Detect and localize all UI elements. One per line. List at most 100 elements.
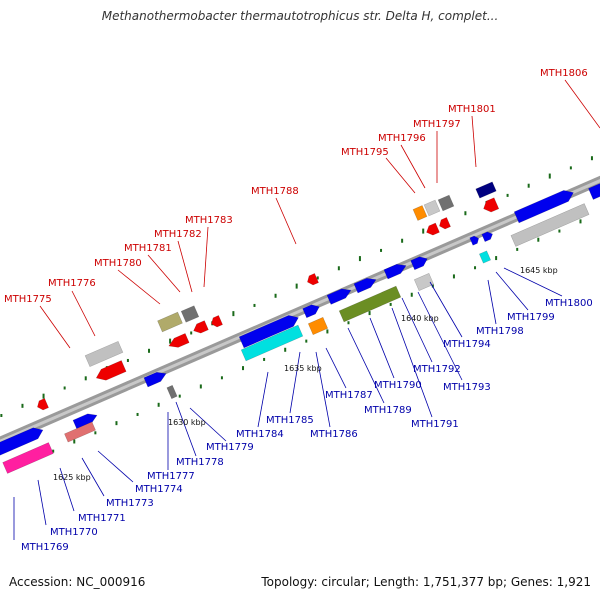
gene-label-mth1779[interactable]: MTH1779 bbox=[206, 442, 254, 453]
leader-line bbox=[275, 197, 297, 245]
gene-label-mth1786[interactable]: MTH1786 bbox=[310, 429, 358, 440]
gc-dot bbox=[474, 266, 477, 270]
gene-label-mth1778[interactable]: MTH1778 bbox=[176, 457, 224, 468]
gene-label-mth1792[interactable]: MTH1792 bbox=[413, 364, 461, 375]
leader-line bbox=[429, 281, 463, 338]
leader-line bbox=[117, 269, 161, 305]
gc-dot bbox=[148, 348, 151, 353]
gene-label-mth1793[interactable]: MTH1793 bbox=[443, 382, 491, 393]
gene-feature bbox=[481, 231, 493, 242]
gene-label-mth1788[interactable]: MTH1788 bbox=[251, 186, 299, 197]
gc-dot bbox=[590, 156, 593, 161]
gene-block bbox=[437, 194, 455, 212]
gene-feature bbox=[193, 320, 209, 334]
gene-arrow bbox=[426, 222, 440, 236]
gene-label-mth1794[interactable]: MTH1794 bbox=[443, 339, 491, 350]
gene-block bbox=[180, 305, 200, 323]
gene-feature bbox=[413, 272, 435, 292]
gene-label-mth1800[interactable]: MTH1800 bbox=[545, 298, 593, 309]
gene-feature bbox=[338, 285, 402, 323]
gene-label-mth1782[interactable]: MTH1782 bbox=[154, 229, 202, 240]
gene-label-mth1771[interactable]: MTH1771 bbox=[78, 513, 126, 524]
gc-dot bbox=[389, 302, 392, 306]
gene-feature bbox=[0, 427, 44, 456]
gc-dot bbox=[548, 173, 551, 179]
gene-feature bbox=[166, 384, 178, 400]
gene-label-mth1784[interactable]: MTH1784 bbox=[236, 429, 284, 440]
leader-line bbox=[81, 457, 105, 497]
gene-label-mth1775[interactable]: MTH1775 bbox=[4, 294, 52, 305]
gene-feature bbox=[307, 273, 319, 286]
leader-line bbox=[471, 115, 477, 168]
gene-block bbox=[240, 324, 304, 362]
gene-label-mth1780[interactable]: MTH1780 bbox=[94, 258, 142, 269]
leader-line bbox=[503, 267, 563, 297]
gene-label-mth1774[interactable]: MTH1774 bbox=[135, 484, 183, 495]
upper-labels: MTH1775 MTH1776 MTH1780 MTH1781 MTH1782 … bbox=[4, 68, 588, 305]
gene-label-mth1806[interactable]: MTH1806 bbox=[540, 68, 588, 79]
gene-arrow bbox=[439, 217, 451, 230]
gc-dot bbox=[464, 211, 467, 216]
gene-arrow bbox=[0, 427, 44, 456]
gene-arrow bbox=[95, 360, 127, 381]
gene-arrow bbox=[481, 231, 493, 242]
gene-block bbox=[64, 421, 96, 443]
gene-arrow bbox=[307, 273, 319, 286]
gene-block bbox=[412, 205, 428, 221]
gene-block bbox=[413, 272, 435, 292]
leader-line bbox=[495, 271, 529, 311]
gene-label-mth1798[interactable]: MTH1798 bbox=[476, 326, 524, 337]
gene-block bbox=[166, 384, 178, 400]
genome-backbone bbox=[0, 175, 600, 447]
gc-dot bbox=[52, 449, 55, 453]
gene-arrow bbox=[588, 183, 600, 200]
gene-feature bbox=[510, 203, 590, 247]
map-title: Methanothermobacter thermautotrophicus s… bbox=[101, 9, 499, 23]
gene-feature bbox=[64, 421, 96, 443]
gene-feature bbox=[95, 360, 127, 381]
leader-line bbox=[325, 347, 347, 389]
gene-label-mth1770[interactable]: MTH1770 bbox=[50, 527, 98, 538]
gene-label-mth1776[interactable]: MTH1776 bbox=[48, 278, 96, 289]
gene-feature bbox=[84, 340, 124, 368]
gc-dot bbox=[305, 339, 308, 343]
leader-line bbox=[97, 450, 134, 483]
leader-line bbox=[257, 371, 269, 428]
gene-arrow bbox=[326, 288, 352, 305]
gene-label-mth1791[interactable]: MTH1791 bbox=[411, 419, 459, 430]
gene-label-mth1781[interactable]: MTH1781 bbox=[124, 243, 172, 254]
gene-label-mth1797[interactable]: MTH1797 bbox=[413, 119, 461, 130]
gene-label-mth1799[interactable]: MTH1799 bbox=[507, 312, 555, 323]
gc-dot bbox=[190, 331, 193, 335]
gene-label-mth1783[interactable]: MTH1783 bbox=[185, 215, 233, 226]
gene-label-mth1790[interactable]: MTH1790 bbox=[374, 380, 422, 391]
gene-block bbox=[475, 181, 497, 199]
gene-label-mth1773[interactable]: MTH1773 bbox=[106, 498, 154, 509]
gene-feature bbox=[353, 277, 377, 294]
gc-dot bbox=[569, 166, 572, 170]
gc-dot bbox=[347, 321, 350, 325]
gc-dot bbox=[527, 183, 530, 188]
gc-dot bbox=[115, 421, 118, 426]
gene-arrow bbox=[483, 197, 500, 213]
gene-label-mth1801[interactable]: MTH1801 bbox=[448, 104, 496, 115]
gene-label-mth1787[interactable]: MTH1787 bbox=[325, 390, 373, 401]
gene-label-mth1777[interactable]: MTH1777 bbox=[147, 471, 195, 482]
leader-line bbox=[39, 305, 71, 349]
gene-feature bbox=[37, 398, 49, 411]
gc-dot bbox=[73, 439, 76, 444]
gc-dot bbox=[63, 386, 66, 390]
gene-label-mth1796[interactable]: MTH1796 bbox=[378, 133, 426, 144]
gene-label-mth1795[interactable]: MTH1795 bbox=[341, 147, 389, 158]
leader-line bbox=[37, 479, 47, 526]
gc-dot bbox=[242, 366, 245, 371]
gene-feature bbox=[410, 256, 428, 271]
gene-feature bbox=[238, 315, 299, 349]
gene-label-mth1789[interactable]: MTH1789 bbox=[364, 405, 412, 416]
scale-ticks: 1625 kbp 1630 kbp 1635 kbp 1640 kbp 1645… bbox=[53, 266, 558, 482]
gene-label-mth1769[interactable]: MTH1769 bbox=[21, 542, 69, 553]
gc-dot bbox=[157, 402, 160, 407]
tick-1635: 1635 kbp bbox=[284, 364, 322, 373]
gene-label-mth1785[interactable]: MTH1785 bbox=[266, 415, 314, 426]
gene-feature bbox=[180, 305, 200, 323]
